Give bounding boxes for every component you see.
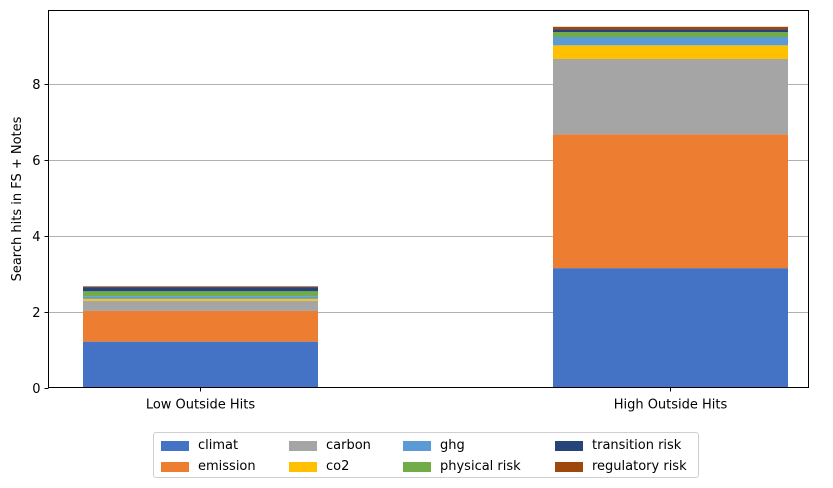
- bar-segment-regulatory-risk: [553, 26, 788, 30]
- y-tick-label: 6: [32, 154, 40, 169]
- bar-segment-transition-risk: [553, 29, 788, 33]
- x-tick-label: Low Outside Hits: [146, 398, 256, 413]
- legend-swatch: [555, 440, 583, 451]
- y-axis-label: Search hits in FS + Notes: [10, 116, 25, 281]
- bar-segment-emission: [83, 310, 318, 342]
- legend: climat emission carbon co2 ghg physical risk t…: [153, 432, 699, 478]
- legend-label: transition risk: [592, 438, 682, 453]
- legend-item: emission: [161, 456, 289, 477]
- legend-swatch: [289, 440, 317, 451]
- legend-label: emission: [198, 459, 256, 474]
- bar-segment-physical-risk: [83, 291, 318, 297]
- legend-label: ghg: [440, 438, 465, 453]
- bar-segment-climat: [83, 341, 318, 388]
- y-tick-label: 0: [32, 382, 40, 397]
- bar-segment-physical-risk: [553, 32, 788, 38]
- y-axis: 0 2 4 6 8: [32, 78, 49, 397]
- legend-label: carbon: [326, 438, 371, 453]
- bar-segment-regulatory-risk: [83, 286, 318, 288]
- legend-item: physical risk: [403, 456, 555, 477]
- legend-item: co2: [289, 456, 403, 477]
- x-tick-label: High Outside Hits: [614, 398, 728, 413]
- legend-swatch: [289, 461, 317, 472]
- bar-segment-climat: [553, 268, 788, 388]
- bar-segment-carbon: [83, 300, 318, 311]
- legend-label: climat: [198, 438, 239, 453]
- legend-swatch: [555, 461, 583, 472]
- y-tick-label: 2: [32, 306, 40, 321]
- y-tick-label: 4: [32, 230, 40, 245]
- bar-segment-carbon: [553, 58, 788, 135]
- bar-segment-co2: [83, 298, 318, 301]
- legend-item: ghg: [403, 435, 555, 456]
- legend-item: regulatory risk: [555, 456, 695, 477]
- x-axis: Low Outside Hits High Outside Hits: [146, 387, 728, 413]
- bar-segment-co2: [553, 45, 788, 59]
- legend-item: carbon: [289, 435, 403, 456]
- legend-label: regulatory risk: [592, 459, 687, 474]
- bar-segment-ghg: [553, 37, 788, 46]
- legend-swatch: [161, 461, 189, 472]
- legend-item: transition risk: [555, 435, 695, 456]
- legend-label: physical risk: [440, 459, 521, 474]
- bar-stacks: [83, 26, 788, 388]
- bar-segment-emission: [553, 134, 788, 269]
- legend-label: co2: [326, 459, 350, 474]
- bar-segment-ghg: [83, 296, 318, 299]
- plot-frame: [48, 10, 809, 388]
- bar-segment-transition-risk: [83, 287, 318, 292]
- legend-item: climat: [161, 435, 289, 456]
- legend-swatch: [161, 440, 189, 451]
- legend-swatch: [403, 461, 431, 472]
- legend-swatch: [403, 440, 431, 451]
- y-tick-label: 8: [32, 78, 40, 93]
